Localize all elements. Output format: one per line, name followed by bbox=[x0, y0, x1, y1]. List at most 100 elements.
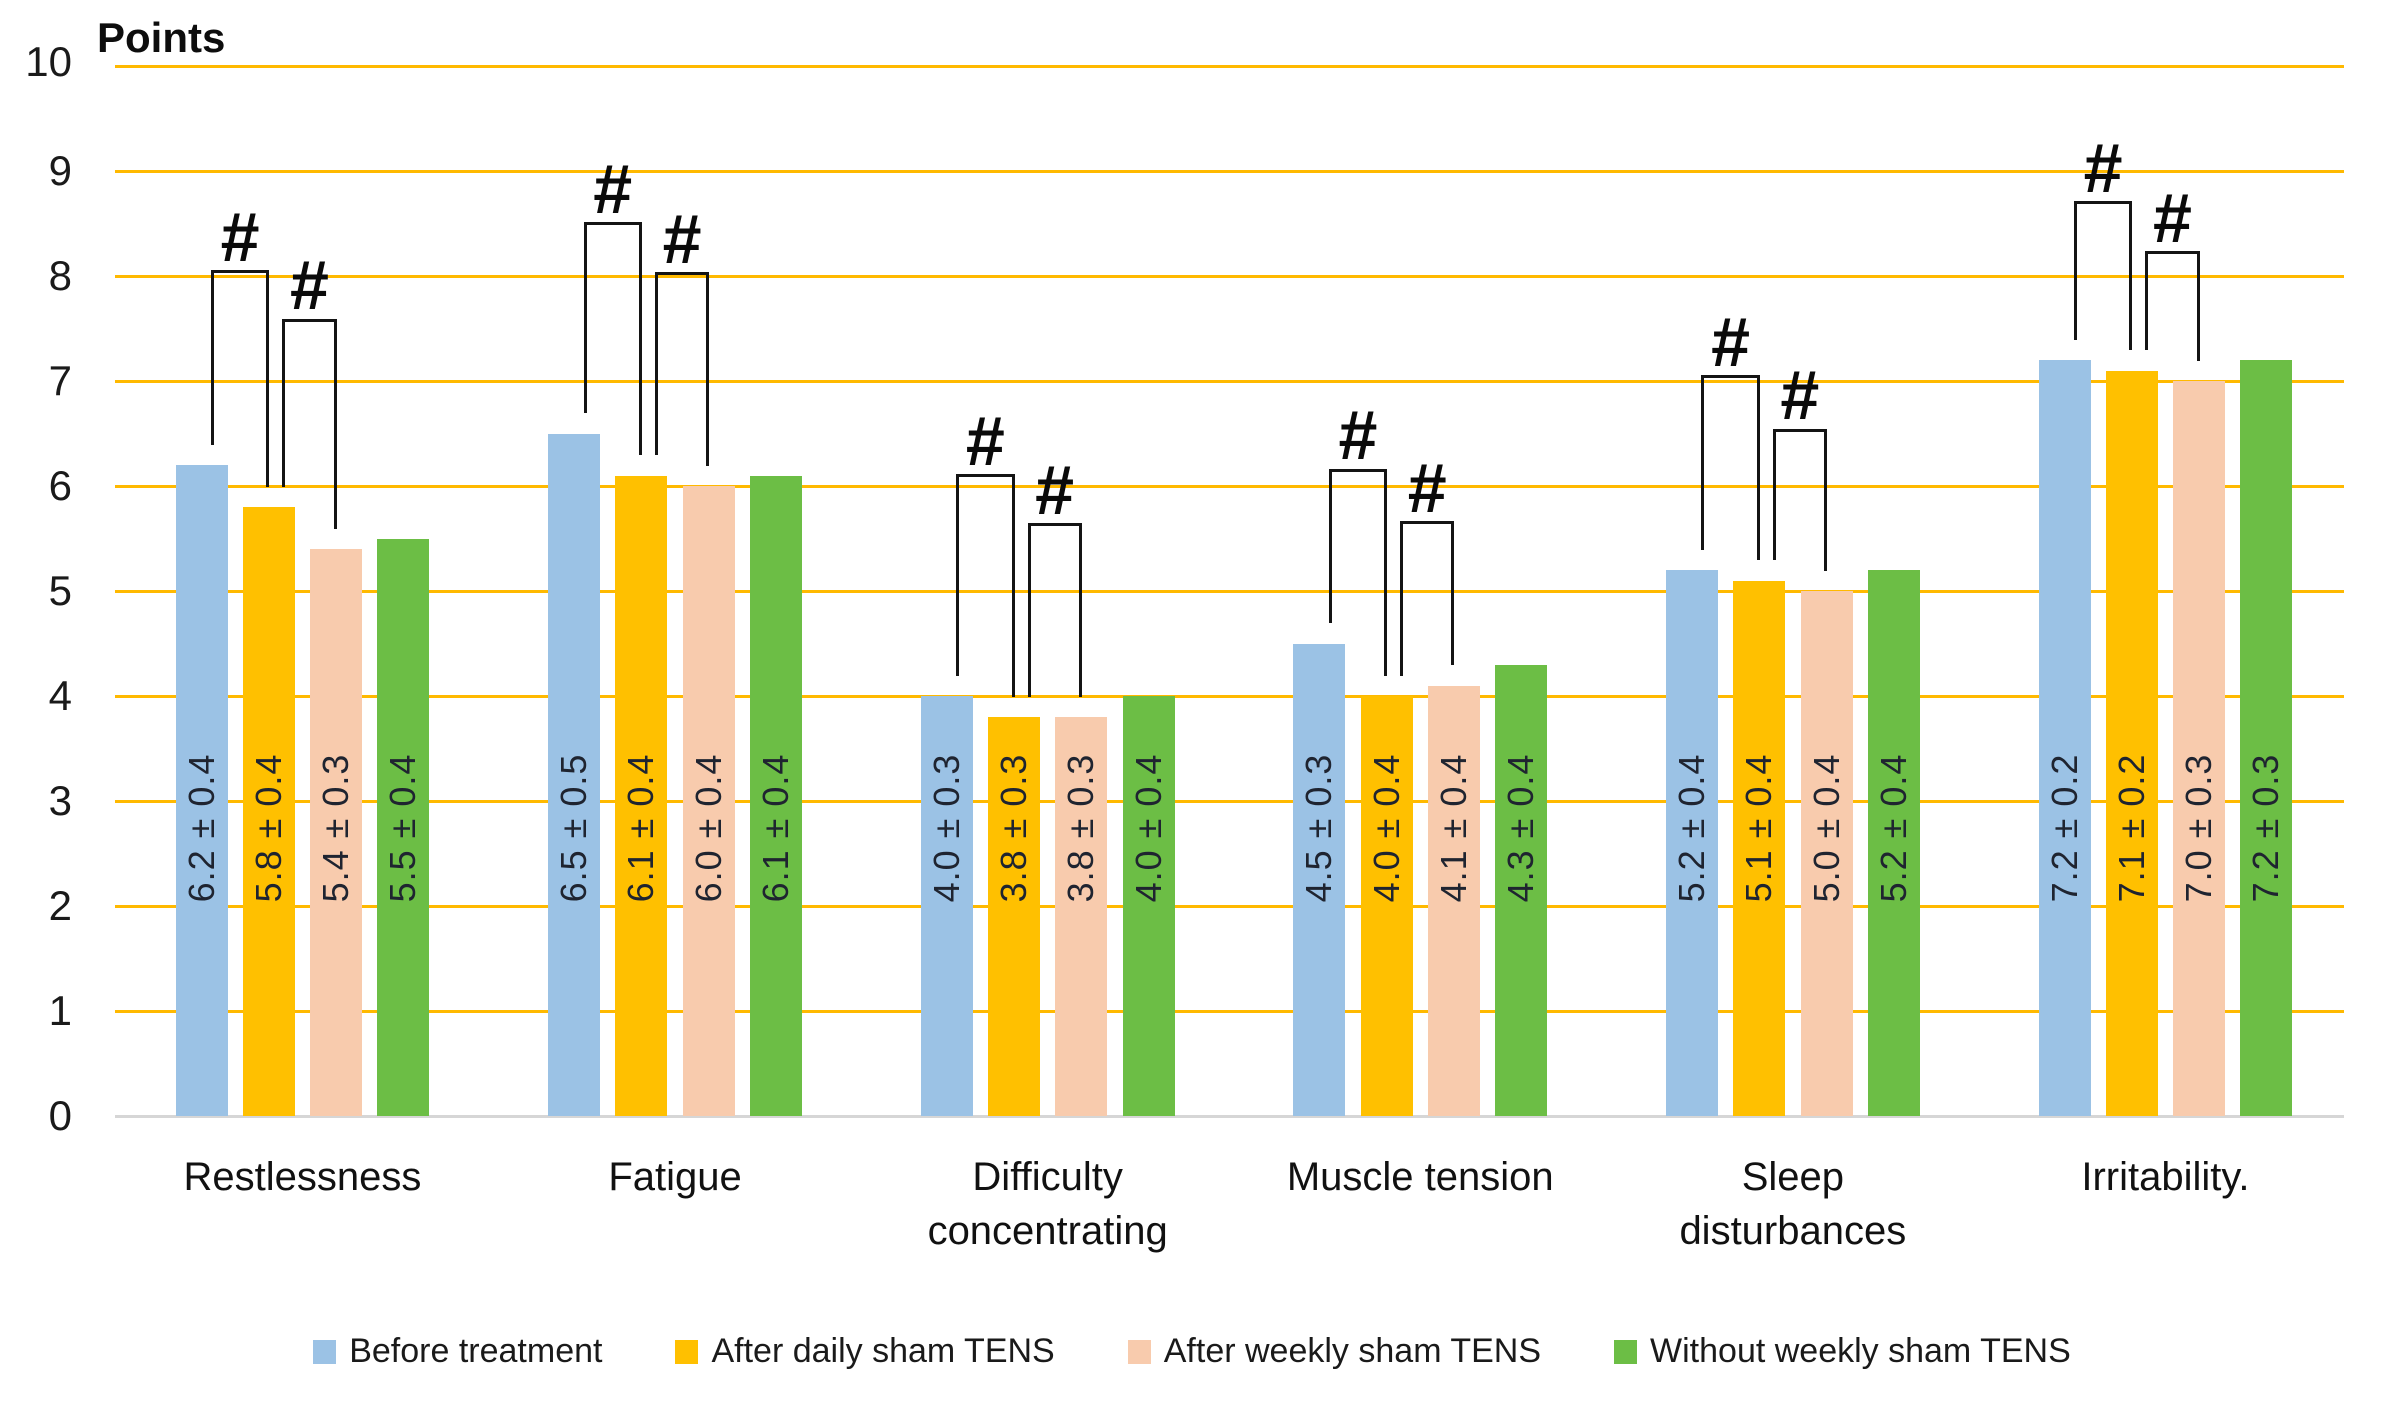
bar-value-label: 6.2 ± 0.4 bbox=[180, 753, 222, 903]
bar-value-label: 5.8 ± 0.4 bbox=[247, 753, 289, 903]
significance-bracket-top bbox=[2074, 201, 2133, 204]
significance-bracket-top bbox=[956, 474, 1015, 477]
bar-fatigue-after-daily-sham-tens bbox=[615, 475, 668, 1116]
y-tick-7: 7 bbox=[48, 357, 72, 404]
significance-bracket-leg bbox=[1078, 523, 1082, 697]
legend-label: After daily sham TENS bbox=[711, 1332, 1055, 1370]
bar-sleep-disturbances-before-treatment bbox=[1665, 570, 1718, 1116]
significance-bracket-leg bbox=[956, 474, 960, 676]
bar-value-label: 7.1 ± 0.2 bbox=[2110, 753, 2152, 903]
legend-label: Without weekly sham TENS bbox=[1650, 1332, 2071, 1370]
bar-difficulty-concentrating-without-weekly-sham-tens bbox=[1122, 696, 1175, 1116]
y-tick-5: 5 bbox=[48, 567, 72, 614]
bar-irritability-after-weekly-sham-tens bbox=[2173, 381, 2226, 1116]
bar-irritability-before-treatment bbox=[2038, 360, 2091, 1116]
significance-bracket-leg bbox=[2129, 201, 2133, 351]
significance-hash: # bbox=[1780, 356, 1820, 435]
legend-swatch-icon bbox=[675, 1339, 699, 1364]
significance-hash: # bbox=[2083, 128, 2123, 207]
bar-value-label: 5.0 ± 0.4 bbox=[1805, 753, 1847, 903]
significance-bracket-leg bbox=[638, 222, 642, 456]
significance-hash: # bbox=[1338, 396, 1378, 475]
significance-bracket-top bbox=[1701, 375, 1760, 379]
bar-difficulty-concentrating-after-daily-sham-tens bbox=[988, 717, 1040, 1116]
bar-irritability-without-weekly-sham-tens bbox=[2240, 360, 2293, 1116]
significance-hash: # bbox=[662, 199, 702, 278]
gridline-1 bbox=[115, 1010, 2344, 1013]
significance-bracket-leg bbox=[2074, 201, 2077, 340]
bar-value-label: 6.1 ± 0.4 bbox=[620, 753, 662, 903]
significance-bracket-leg bbox=[1824, 428, 1827, 571]
bar-value-label: 6.1 ± 0.4 bbox=[755, 753, 796, 903]
significance-bracket-leg bbox=[266, 270, 270, 487]
bar-restlessness-before-treatment bbox=[175, 465, 228, 1116]
gridline-10 bbox=[115, 65, 2344, 68]
bar-value-label: 6.0 ± 0.4 bbox=[687, 753, 729, 903]
bar-value-label: 4.0 ± 0.4 bbox=[1127, 753, 1169, 903]
bar-value-label: 7.2 ± 0.2 bbox=[2043, 753, 2085, 903]
bar-difficulty-concentrating-after-weekly-sham-tens bbox=[1055, 717, 1108, 1116]
bar-muscle-tension-before-treatment bbox=[1293, 643, 1346, 1116]
x-category-label-sleep-disturbances: Sleep disturbances bbox=[1679, 1155, 1907, 1253]
bar-sleep-disturbances-after-daily-sham-tens bbox=[1733, 580, 1786, 1116]
bar-value-label: 4.1 ± 0.4 bbox=[1432, 753, 1474, 903]
significance-hash: # bbox=[1711, 302, 1751, 381]
y-tick-3: 3 bbox=[48, 777, 72, 824]
bar-value-label: 5.5 ± 0.4 bbox=[382, 753, 424, 903]
legend-item-without-weekly-sham-tens: Without weekly sham TENS bbox=[1614, 1332, 2071, 1371]
bar-fatigue-before-treatment bbox=[548, 433, 601, 1116]
bar-value-label: 3.8 ± 0.3 bbox=[1060, 753, 1102, 903]
significance-bracket-leg bbox=[583, 222, 587, 414]
bar-value-label: 4.0 ± 0.4 bbox=[1365, 753, 1407, 903]
gridline-7 bbox=[115, 380, 2344, 383]
significance-bracket-leg bbox=[211, 270, 214, 445]
legend-item-after-weekly-sham-tens: After weekly sham TENS bbox=[1127, 1332, 1541, 1371]
bar-value-label: 6.5 ± 0.5 bbox=[553, 753, 595, 903]
gridline-5 bbox=[115, 590, 2344, 593]
legend-item-before-treatment: Before treatment bbox=[313, 1332, 602, 1371]
significance-bracket-leg bbox=[1384, 468, 1388, 676]
significance-bracket-top bbox=[2145, 251, 2200, 255]
significance-bracket-leg bbox=[1756, 375, 1760, 561]
significance-bracket-leg bbox=[1772, 428, 1776, 561]
significance-bracket-top bbox=[211, 270, 270, 274]
y-tick-2: 2 bbox=[48, 882, 72, 929]
bar-value-label: 5.2 ± 0.4 bbox=[1872, 753, 1914, 903]
significance-bracket-top bbox=[654, 272, 710, 276]
bar-muscle-tension-after-daily-sham-tens bbox=[1360, 696, 1413, 1116]
bar-sleep-disturbances-without-weekly-sham-tens bbox=[1867, 570, 1920, 1116]
significance-hash: # bbox=[965, 401, 1005, 480]
bar-value-label: 5.4 ± 0.3 bbox=[315, 753, 357, 903]
significance-bracket-leg bbox=[654, 272, 658, 456]
bar-value-label: 7.2 ± 0.3 bbox=[2245, 753, 2287, 903]
significance-bracket-top bbox=[1328, 468, 1388, 472]
significance-bracket-leg bbox=[706, 272, 710, 466]
bar-irritability-after-daily-sham-tens bbox=[2105, 370, 2158, 1116]
significance-bracket-top bbox=[1027, 523, 1082, 527]
significance-hash: # bbox=[289, 246, 329, 325]
bar-value-label: 4.3 ± 0.4 bbox=[1500, 753, 1542, 903]
significance-bracket-leg bbox=[1701, 375, 1705, 550]
gridline-4 bbox=[115, 695, 2344, 698]
significance-hash: # bbox=[1035, 450, 1075, 529]
x-axis-baseline bbox=[115, 1115, 2344, 1118]
significance-bracket-leg bbox=[2145, 251, 2149, 351]
bar-restlessness-after-daily-sham-tens bbox=[242, 507, 295, 1116]
significance-bracket-leg bbox=[282, 318, 286, 487]
y-axis-title: Points bbox=[97, 14, 226, 61]
significance-bracket-top bbox=[583, 222, 642, 225]
significance-bracket-top bbox=[282, 318, 337, 322]
significance-bracket-leg bbox=[1451, 521, 1455, 666]
bar-value-label: 5.1 ± 0.4 bbox=[1738, 753, 1780, 903]
legend-swatch-icon bbox=[1127, 1339, 1151, 1364]
y-tick-8: 8 bbox=[48, 252, 72, 299]
y-tick-10: 10 bbox=[25, 38, 72, 85]
gridline-2 bbox=[115, 905, 2344, 908]
x-category-label-restlessness: Restlessness bbox=[183, 1155, 422, 1199]
gridline-9 bbox=[115, 170, 2344, 173]
bar-value-label: 7.0 ± 0.3 bbox=[2178, 753, 2220, 903]
legend-item-after-daily-sham-tens: After daily sham TENS bbox=[675, 1332, 1055, 1371]
bar-value-label: 4.5 ± 0.3 bbox=[1298, 753, 1340, 903]
y-tick-9: 9 bbox=[48, 147, 72, 194]
